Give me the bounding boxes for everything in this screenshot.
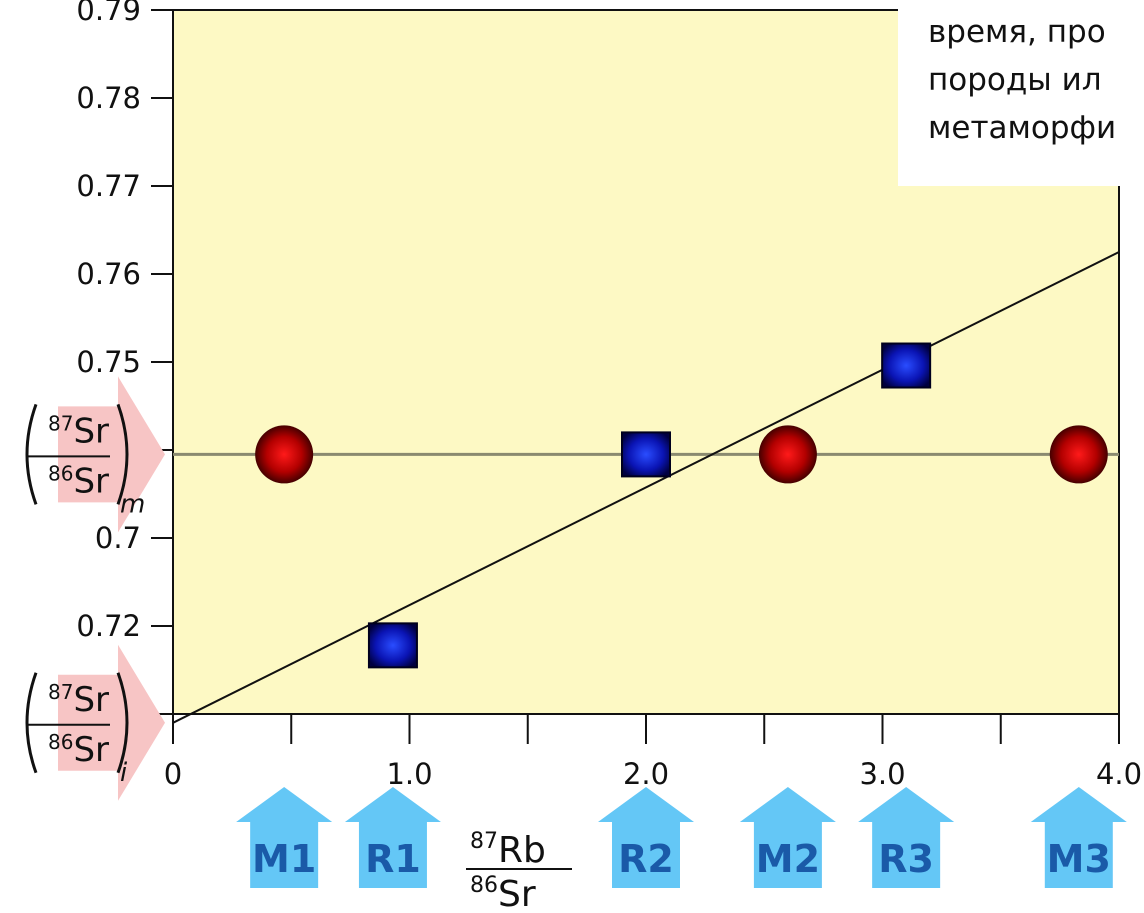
right-paren	[116, 403, 129, 505]
rock-point	[367, 622, 418, 669]
x-tick-label: 1.0	[386, 757, 432, 791]
blue-arrow	[858, 787, 955, 888]
fraction-top: 87Sr	[48, 680, 109, 720]
sample-arrow: R3	[858, 787, 955, 888]
annotation-line-3: метаморфи	[928, 110, 1117, 146]
x-tick-label: 4.0	[1096, 757, 1142, 791]
x-tick-label: 2.0	[623, 757, 669, 791]
sample-arrow: M1	[236, 787, 333, 888]
blue-arrow	[236, 787, 333, 888]
y-tick-label: 0.79	[76, 0, 141, 27]
blue-arrow	[598, 787, 694, 888]
x-axis-label-top: 87Rb	[470, 829, 546, 871]
y-tick-label: 0.78	[76, 81, 141, 115]
sample-arrow-label: M2	[756, 837, 820, 881]
annotation-box: время, про породы ил метаморфи	[898, 0, 1144, 186]
fraction-subscript: m	[120, 489, 145, 519]
sample-arrow: M2	[739, 787, 836, 888]
mineral-point	[255, 425, 314, 484]
blue-arrow	[1030, 787, 1127, 888]
mineral-point	[758, 425, 817, 484]
sample-arrow: M3	[1030, 787, 1127, 888]
sample-arrow: R2	[598, 787, 694, 888]
right-paren	[116, 672, 129, 774]
sample-arrow-label: M3	[1047, 837, 1111, 881]
annotation-line-1: время, про	[928, 14, 1106, 50]
isochron-line	[172, 251, 1120, 724]
sample-arrow: R1	[344, 787, 441, 888]
initial-ratio-arrow: 87Sr 86Sr i	[25, 644, 165, 801]
rock-point	[621, 431, 671, 478]
initial-ratio-arrow: 87Sr 86Sr m	[25, 376, 165, 533]
left-paren	[25, 403, 38, 505]
blue-arrow	[344, 787, 441, 888]
annotation-line-2: породы ил	[928, 62, 1102, 98]
x-tick-label: 3.0	[859, 757, 905, 791]
x-axis-label-bottom: 86Sr	[470, 873, 536, 913]
blue-arrow	[739, 787, 836, 888]
sample-arrow-label: M1	[252, 837, 316, 881]
left-paren	[25, 672, 38, 774]
sample-arrow-label: R2	[618, 837, 674, 881]
fraction-bottom: 86Sr	[48, 461, 109, 501]
mineral-point	[1049, 425, 1108, 484]
y-tick-label: 0.76	[76, 257, 141, 291]
x-tick-label: 0	[164, 757, 182, 791]
sample-arrow-label: R1	[365, 837, 421, 881]
fraction-top: 87Sr	[48, 411, 109, 451]
pink-arrow	[58, 376, 165, 533]
fraction-subscript: i	[120, 758, 128, 788]
y-tick-label: 0.75	[76, 345, 141, 379]
sample-arrow-label: R3	[878, 837, 934, 881]
fraction-bottom: 86Sr	[48, 730, 109, 770]
rock-point	[881, 342, 932, 389]
pink-arrow	[58, 644, 165, 801]
y-tick-label: 0.72	[76, 609, 141, 643]
y-tick-label: 0.7	[95, 521, 141, 555]
y-tick-label: 0.77	[76, 169, 141, 203]
